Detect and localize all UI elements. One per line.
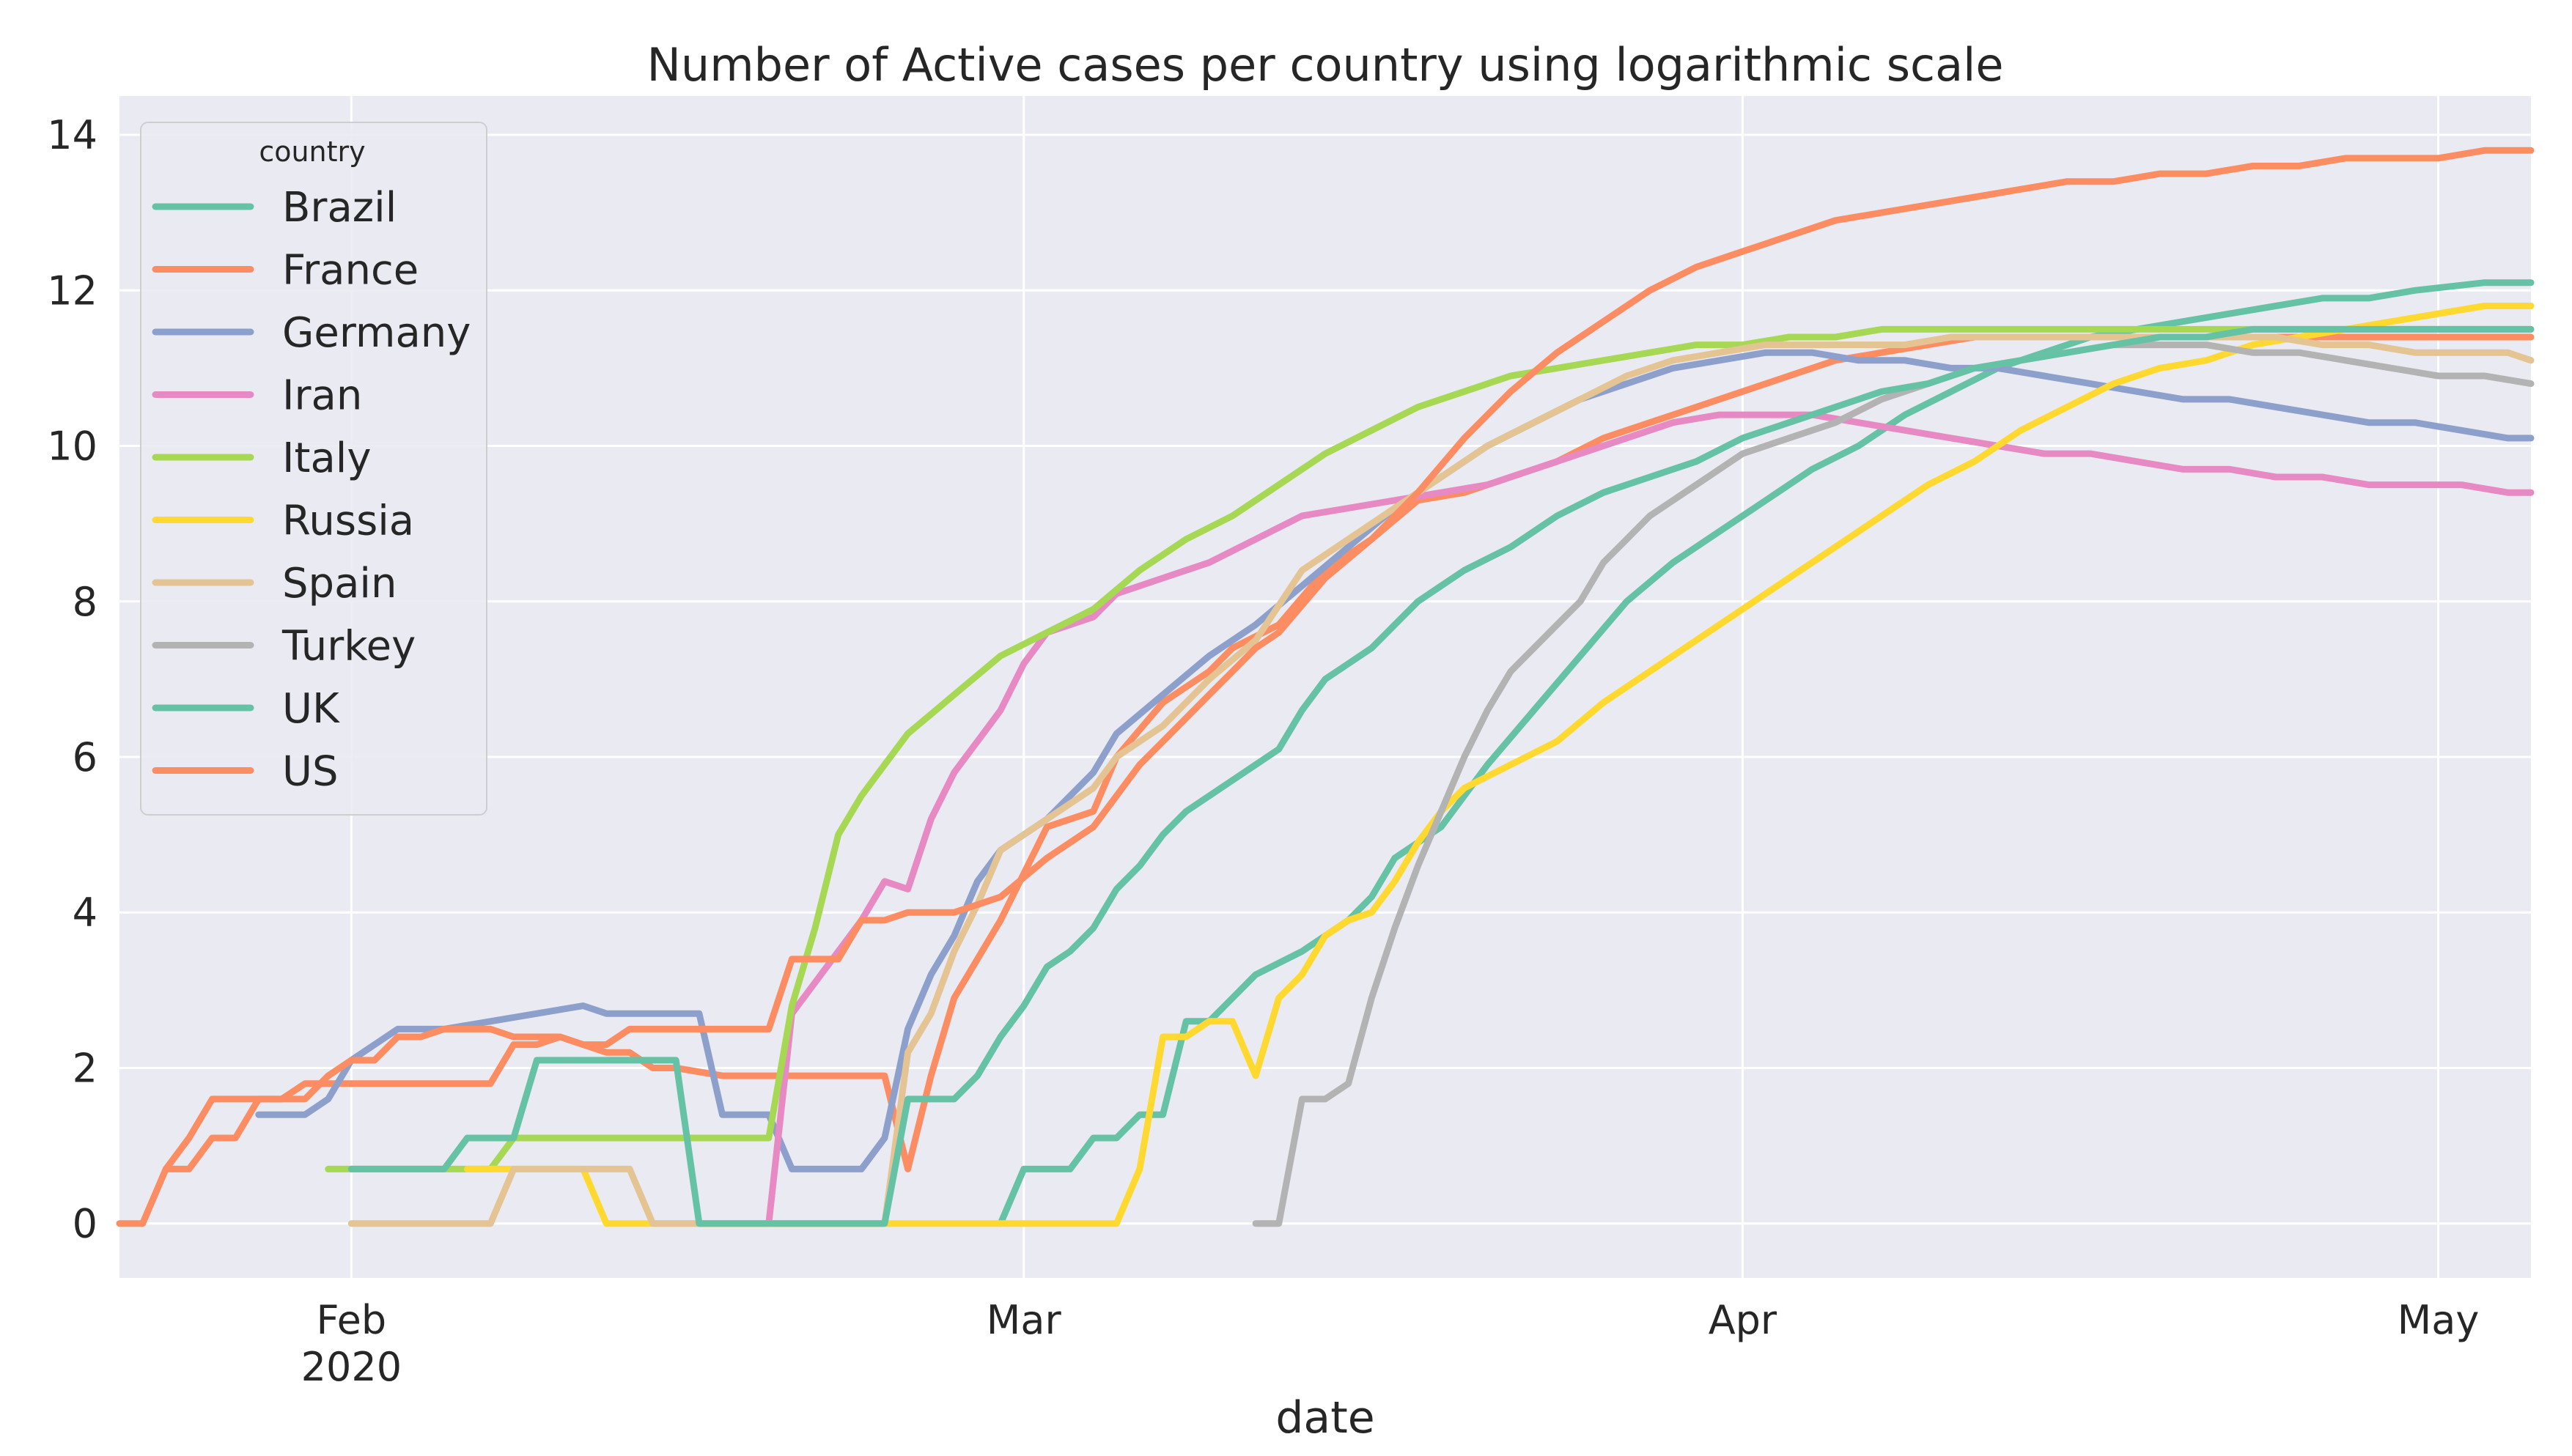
y-tick-label: 10: [47, 424, 97, 470]
x-tick-label: May: [2398, 1297, 2480, 1343]
legend-label-italy: Italy: [282, 435, 372, 482]
series-line-turkey: [1252, 341, 2535, 1227]
x-tick-label: Feb: [317, 1297, 387, 1343]
y-tick-label: 6: [73, 734, 97, 780]
series-lines: [116, 147, 2535, 1227]
legend-label-spain: Spain: [282, 560, 397, 607]
x-tick-label: Mar: [987, 1297, 1062, 1343]
legend-label-russia: Russia: [282, 498, 414, 545]
legend-items: Brazil France Germany Iran Italy Russia Spain T…: [152, 184, 471, 796]
x-axis-label: date: [1275, 1392, 1374, 1444]
legend-label-germany: Germany: [282, 309, 471, 357]
legend-box: [140, 122, 487, 816]
series-line-uk: [347, 325, 2535, 1227]
series-line-brazil: [997, 279, 2535, 1227]
y-tick-label: 4: [73, 890, 97, 936]
x-tick-label: Apr: [1709, 1297, 1777, 1343]
legend: country Brazil France Germany Iran Italy Russ…: [140, 122, 487, 816]
legend-label-uk: UK: [282, 685, 340, 733]
y-tick-label: 0: [73, 1201, 97, 1247]
legend-label-turkey: Turkey: [281, 623, 416, 670]
legend-label-brazil: Brazil: [282, 184, 397, 232]
x-tick-sublabel: 2020: [301, 1344, 402, 1390]
y-tick-label: 8: [73, 579, 97, 625]
y-tick-label: 12: [47, 267, 97, 314]
y-axis-ticks: 0 2 4 6 8 10 12 14: [47, 112, 97, 1247]
y-tick-label: 14: [47, 112, 97, 158]
legend-label-iran: Iran: [282, 372, 362, 420]
plot-background: [119, 96, 2531, 1278]
chart-title: Number of Active cases per country using…: [647, 38, 2004, 92]
series-line-us: [116, 147, 2535, 1227]
legend-label-france: France: [282, 247, 419, 295]
y-tick-label: 2: [73, 1045, 97, 1091]
series-line-italy: [325, 325, 2535, 1172]
legend-label-us: US: [282, 748, 339, 796]
legend-title: country: [259, 136, 365, 168]
series-line-iran: [765, 411, 2535, 1227]
